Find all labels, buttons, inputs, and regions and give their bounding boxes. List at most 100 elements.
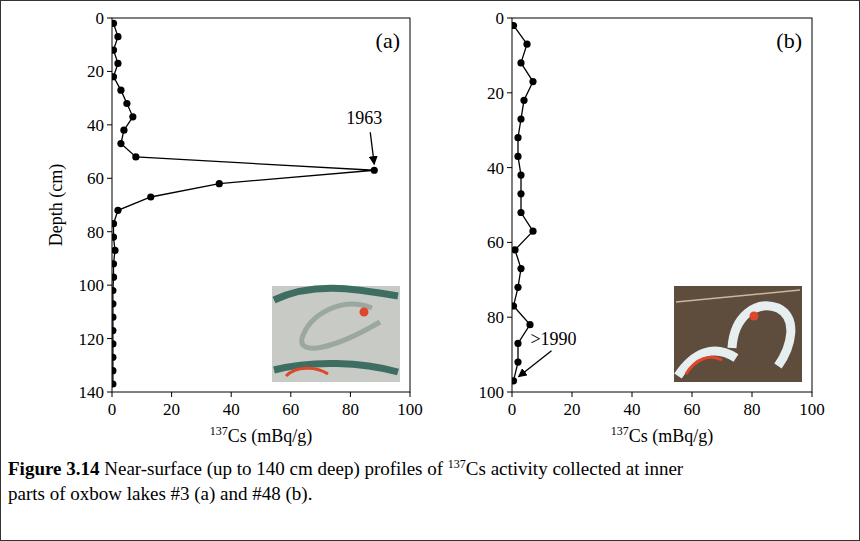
data-point bbox=[112, 274, 117, 281]
annotation-arrow bbox=[519, 351, 552, 377]
chart: 020406080100120140020406080100Depth (cm)… bbox=[0, 0, 860, 452]
x-axis-title-text: Cs (mBq/g) bbox=[629, 426, 714, 447]
y-tick-label: 40 bbox=[87, 116, 104, 135]
inset-ground bbox=[272, 286, 400, 382]
x-tick bbox=[572, 392, 573, 397]
x-tick bbox=[231, 392, 232, 397]
data-point bbox=[112, 300, 116, 307]
data-point bbox=[523, 41, 530, 48]
data-point bbox=[517, 209, 524, 216]
y-tick bbox=[507, 167, 512, 168]
data-point bbox=[520, 97, 527, 104]
x-tick-label: 80 bbox=[744, 400, 761, 419]
data-point bbox=[514, 153, 521, 160]
data-point bbox=[112, 354, 116, 361]
y-tick-label: 60 bbox=[487, 233, 504, 252]
y-tick bbox=[507, 392, 512, 393]
data-point bbox=[112, 73, 117, 80]
y-tick bbox=[107, 338, 112, 339]
y-tick bbox=[107, 178, 112, 179]
data-point bbox=[512, 246, 519, 253]
panel-label: (a) bbox=[376, 28, 400, 53]
data-point bbox=[114, 60, 121, 67]
y-tick bbox=[107, 71, 112, 72]
x-tick-label: 0 bbox=[108, 400, 117, 419]
x-tick bbox=[752, 392, 753, 397]
x-tick bbox=[290, 392, 291, 397]
data-point bbox=[371, 167, 378, 174]
data-point bbox=[129, 113, 136, 120]
panel-label: (b) bbox=[776, 28, 802, 53]
y-tick-label: 0 bbox=[96, 9, 105, 28]
data-point bbox=[512, 22, 517, 29]
y-tick bbox=[507, 242, 512, 243]
inset-ground bbox=[674, 286, 802, 382]
y-tick-label: 0 bbox=[496, 9, 505, 28]
annotation-arrow bbox=[370, 132, 374, 164]
y-tick bbox=[107, 124, 112, 125]
data-point bbox=[114, 207, 121, 214]
x-tick bbox=[692, 392, 693, 397]
inset-lake bbox=[678, 351, 736, 376]
data-point bbox=[526, 321, 533, 328]
data-point bbox=[112, 340, 116, 347]
y-tick bbox=[107, 18, 112, 19]
data-point bbox=[514, 284, 521, 291]
y-tick-label: 20 bbox=[87, 62, 104, 81]
x-axis-title: 137Cs (mBq/g) bbox=[611, 424, 714, 447]
inset-lake bbox=[274, 288, 398, 300]
data-point bbox=[514, 340, 521, 347]
data-point bbox=[514, 134, 521, 141]
x-tick bbox=[171, 392, 172, 397]
x-tick bbox=[112, 392, 113, 397]
y-tick bbox=[507, 92, 512, 93]
data-point bbox=[112, 380, 116, 387]
y-tick bbox=[507, 317, 512, 318]
x-tick-label: 100 bbox=[799, 400, 825, 419]
data-point bbox=[112, 247, 119, 254]
data-point bbox=[514, 358, 521, 365]
annotation: 1963 bbox=[346, 108, 382, 128]
plot-marks bbox=[112, 20, 378, 388]
data-point bbox=[517, 265, 524, 272]
data-point bbox=[112, 46, 117, 53]
data-point bbox=[517, 115, 524, 122]
inset-transect bbox=[686, 357, 722, 374]
data-point bbox=[529, 228, 536, 235]
x-tick-label: 80 bbox=[342, 400, 359, 419]
plot-frame bbox=[512, 18, 812, 392]
x-tick-label: 20 bbox=[163, 400, 180, 419]
inset-site bbox=[360, 308, 369, 317]
y-tick-label: 40 bbox=[487, 159, 504, 178]
data-point bbox=[112, 327, 116, 334]
data-point bbox=[512, 377, 517, 384]
data-point bbox=[132, 153, 139, 160]
caption-text: Near-surface (up to 140 cm deep) profile… bbox=[99, 458, 447, 479]
data-point bbox=[529, 78, 536, 85]
y-tick-label: 80 bbox=[87, 223, 104, 242]
caption-sup: 137 bbox=[448, 457, 466, 471]
y-tick bbox=[107, 231, 112, 232]
x-tick bbox=[512, 392, 513, 397]
x-axis-title-sup: 137 bbox=[611, 424, 629, 438]
y-tick-label: 100 bbox=[479, 383, 505, 402]
data-point bbox=[517, 59, 524, 66]
profile-line bbox=[514, 25, 534, 380]
x-tick bbox=[350, 392, 351, 397]
data-point bbox=[112, 233, 117, 240]
data-point bbox=[517, 190, 524, 197]
x-axis-title-sup: 137 bbox=[210, 424, 228, 438]
data-point bbox=[216, 180, 223, 187]
data-point bbox=[112, 260, 117, 267]
data-point bbox=[512, 302, 517, 309]
x-tick bbox=[632, 392, 633, 397]
data-point bbox=[114, 33, 121, 40]
x-tick-label: 100 bbox=[397, 400, 423, 419]
x-tick-label: 60 bbox=[684, 400, 701, 419]
annotation: >1990 bbox=[530, 329, 576, 349]
data-point bbox=[147, 193, 154, 200]
inset-transect bbox=[286, 368, 328, 376]
y-tick-label: 140 bbox=[79, 383, 105, 402]
data-point bbox=[123, 100, 130, 107]
data-point bbox=[117, 140, 124, 147]
